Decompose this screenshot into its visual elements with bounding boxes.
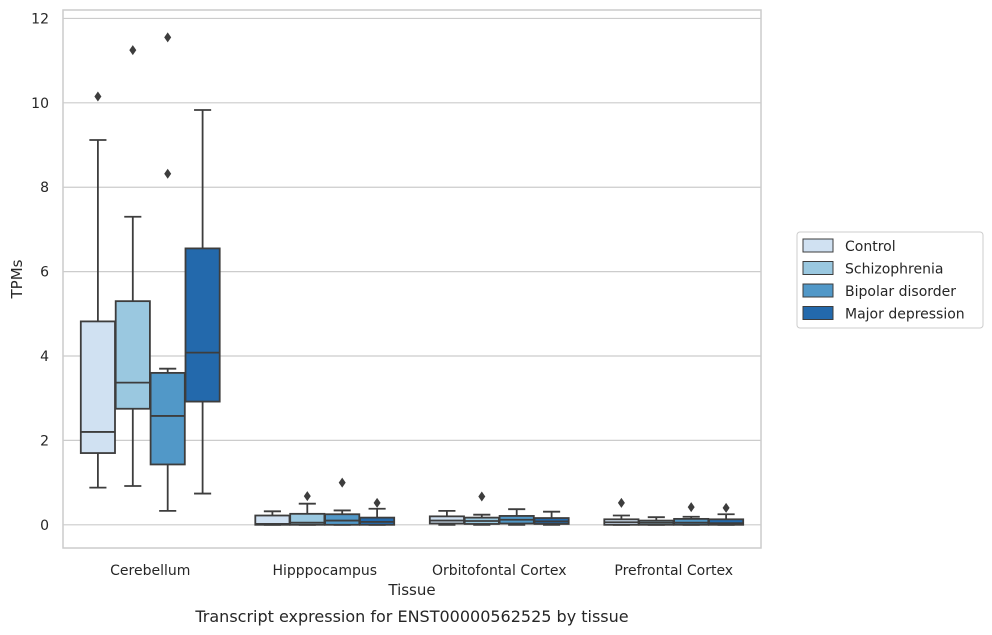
- outlier-point: [478, 491, 486, 502]
- legend-label: Schizophrenia: [845, 262, 943, 278]
- box-body: [79, 320, 116, 454]
- box-group: [603, 497, 640, 526]
- y-tick-label: 8: [40, 180, 49, 196]
- plot-frame: [62, 9, 762, 549]
- outlier-point: [722, 502, 730, 513]
- legend-swatch: [802, 261, 834, 275]
- outlier-point: [164, 168, 172, 179]
- box-group: [463, 491, 500, 526]
- legend-label: Control: [845, 239, 896, 255]
- outlier-point: [617, 497, 625, 508]
- outlier-point: [338, 477, 346, 488]
- outlier-point: [303, 491, 311, 502]
- y-tick-label: 2: [40, 433, 49, 449]
- legend: Control Schizophrenia Bipolar disorder Majo…: [796, 231, 984, 329]
- x-tick-label: Cerebellum: [110, 563, 190, 579]
- legend-swatch: [802, 306, 834, 320]
- legend-swatch: [802, 238, 834, 253]
- box-group: [114, 45, 151, 487]
- box-group: [533, 510, 570, 526]
- legend-swatch: [802, 283, 834, 298]
- y-tick-label: 6: [40, 265, 49, 281]
- box-group: [708, 502, 745, 526]
- outlier-point: [129, 45, 137, 56]
- legend-label: Bipolar disorder: [845, 284, 956, 300]
- box-group: [324, 477, 361, 526]
- box-series: [79, 32, 745, 526]
- box-group: [184, 109, 221, 495]
- outlier-point: [373, 497, 381, 508]
- x-tick-label: Orbitofontal Cortex: [432, 563, 567, 579]
- box-body: [184, 247, 221, 403]
- x-tick-label: Prefrontal Cortex: [614, 563, 733, 579]
- y-tick-label: 0: [40, 518, 49, 534]
- box-body: [149, 371, 186, 466]
- outlier-point: [687, 502, 695, 513]
- y-tick-label: 4: [40, 349, 49, 365]
- box-group: [289, 491, 326, 526]
- box-group: [254, 510, 291, 526]
- y-tick-labels: 0 2 4 6 8 10 12: [31, 11, 49, 533]
- y-tick-label: 12: [31, 11, 49, 27]
- x-axis-label: Tissue: [387, 581, 435, 599]
- box-body: [114, 300, 151, 410]
- legend-frame: [796, 231, 984, 329]
- y-axis-label: TPMs: [8, 259, 26, 299]
- box-group: [149, 32, 186, 512]
- x-tick-labels: Cerebellum Hipppocampus Orbitofontal Corte…: [110, 563, 733, 579]
- box-group: [359, 497, 396, 526]
- x-tick-label: Hipppocampus: [272, 563, 377, 579]
- outlier-point: [94, 91, 102, 102]
- y-tick-label: 10: [31, 96, 49, 112]
- outlier-point: [164, 32, 172, 43]
- box-body: [708, 518, 745, 526]
- box-body: [324, 513, 361, 526]
- chart-title: Transcript expression for ENST0000056252…: [194, 607, 628, 626]
- legend-label: Major depression: [845, 307, 965, 323]
